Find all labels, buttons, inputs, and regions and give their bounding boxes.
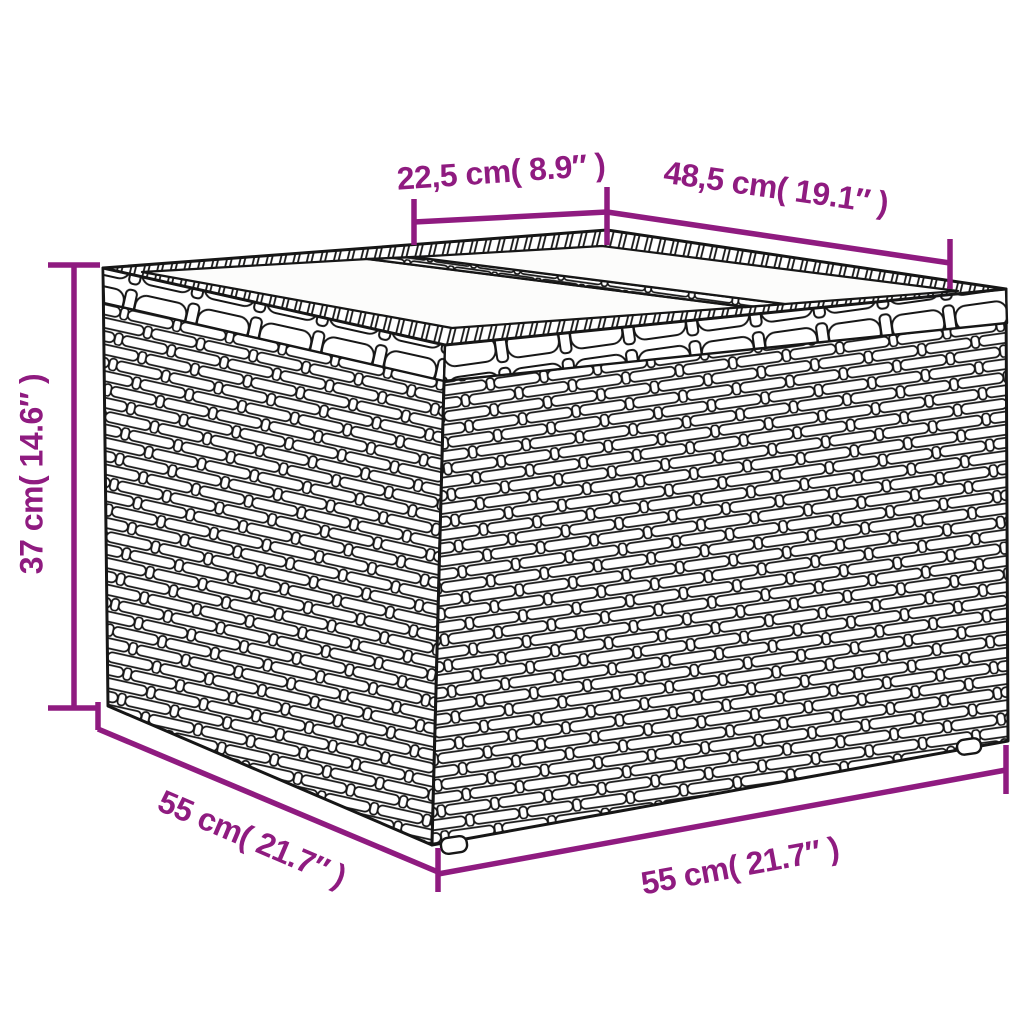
rattan-table-illustration <box>101 228 1010 856</box>
dimension-lines <box>48 187 1009 892</box>
front-foot <box>439 834 469 856</box>
dimension-line-depth <box>95 702 441 892</box>
dimension-line-glass-panel-width <box>411 187 610 245</box>
dimension-line-glass-top-width <box>606 209 953 289</box>
dimension-label-height: 37 cm( 14.6″ ) <box>13 373 50 575</box>
dimension-line-width <box>437 745 1009 877</box>
dimension-line-height <box>48 262 100 711</box>
right-foot <box>955 737 983 756</box>
glass-panel-right <box>412 244 960 306</box>
